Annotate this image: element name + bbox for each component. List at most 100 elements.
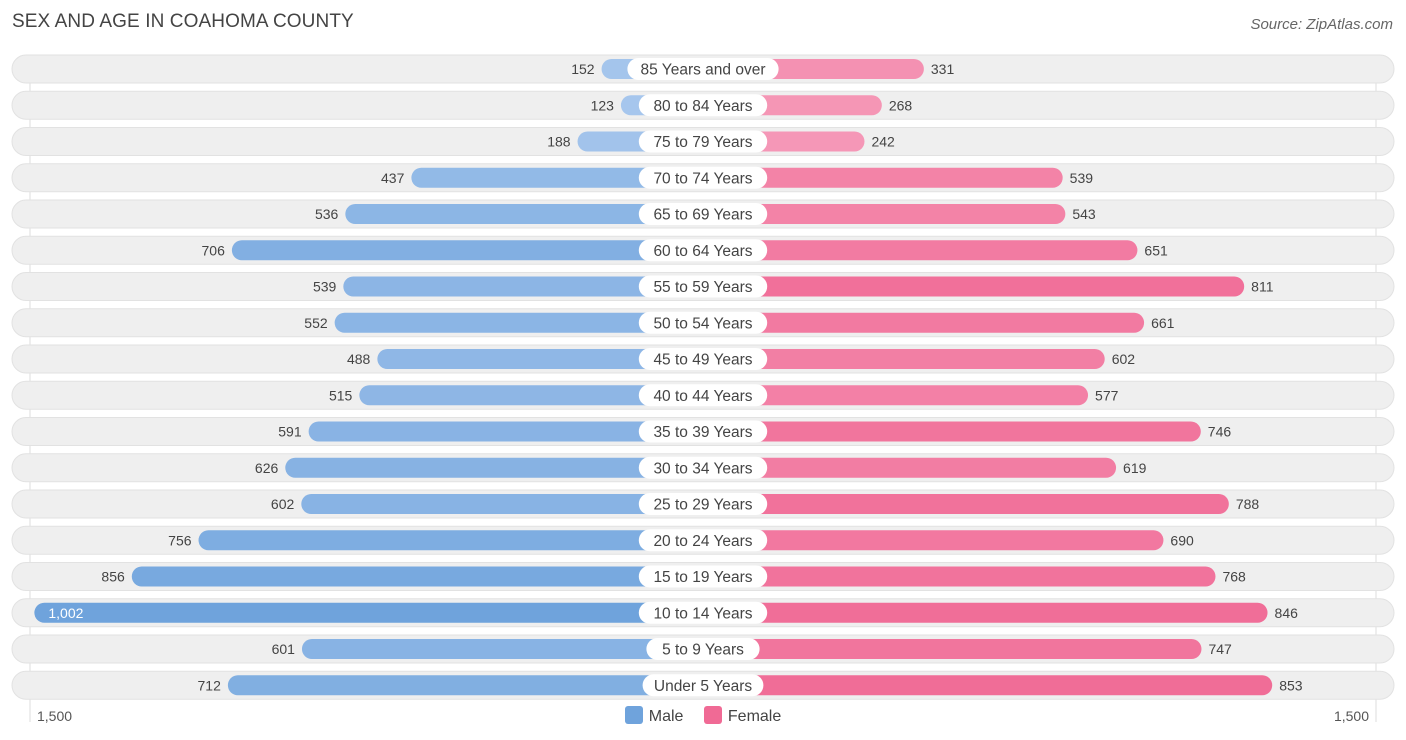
male-value-label: 152 bbox=[571, 61, 595, 77]
female-value-label: 690 bbox=[1170, 532, 1194, 548]
female-bar bbox=[703, 457, 1117, 478]
female-bar bbox=[703, 204, 1066, 224]
category-pill bbox=[627, 58, 779, 80]
female-bar bbox=[703, 385, 1089, 406]
female-bar bbox=[703, 312, 1145, 333]
male-bar bbox=[411, 167, 703, 188]
chart-title: SEX AND AGE IN COAHOMA COUNTY bbox=[12, 11, 354, 32]
category-label: 25 to 29 Years bbox=[653, 497, 752, 514]
female-bar bbox=[703, 639, 1202, 659]
male-value-label: 515 bbox=[329, 387, 353, 403]
female-value-label: 788 bbox=[1236, 496, 1260, 512]
male-value-label: 488 bbox=[347, 351, 371, 367]
category-label: 5 to 9 Years bbox=[662, 642, 744, 659]
category-label: 10 to 14 Years bbox=[653, 605, 752, 622]
male-value-label: 552 bbox=[304, 315, 328, 331]
legend: Male Female bbox=[0, 706, 1406, 726]
male-bar bbox=[198, 530, 704, 551]
category-label: 80 to 84 Years bbox=[653, 98, 752, 115]
male-value-label: 601 bbox=[272, 641, 296, 657]
female-value-label: 811 bbox=[1251, 279, 1274, 295]
female-value-label: 853 bbox=[1279, 677, 1303, 693]
category-pill bbox=[638, 348, 768, 370]
category-label: 85 Years and over bbox=[641, 62, 766, 79]
female-value-label: 747 bbox=[1208, 641, 1232, 657]
category-pill bbox=[642, 674, 764, 697]
category-label: Under 5 Years bbox=[654, 678, 752, 695]
male-value-label: 437 bbox=[381, 170, 405, 186]
male-bar bbox=[377, 349, 703, 369]
male-value-label: 123 bbox=[591, 97, 615, 113]
category-pill bbox=[638, 420, 768, 443]
female-bar bbox=[703, 602, 1268, 623]
category-label: 50 to 54 Years bbox=[653, 315, 752, 332]
female-bar bbox=[703, 240, 1138, 261]
category-label: 55 to 59 Years bbox=[653, 279, 752, 296]
male-bar bbox=[301, 639, 703, 659]
female-value-label: 577 bbox=[1095, 387, 1119, 403]
female-value-label: 242 bbox=[871, 134, 895, 150]
category-pill bbox=[638, 239, 768, 262]
female-value-label: 846 bbox=[1275, 605, 1299, 621]
male-bar bbox=[34, 602, 703, 623]
category-pill bbox=[638, 493, 768, 515]
category-pill bbox=[638, 275, 768, 298]
category-pill bbox=[638, 94, 768, 117]
axis-left-label: 1,500 bbox=[37, 708, 73, 724]
category-label: 75 to 79 Years bbox=[653, 134, 752, 151]
category-label: 45 to 49 Years bbox=[653, 352, 752, 369]
male-bar bbox=[359, 385, 703, 406]
male-value-label: 712 bbox=[198, 677, 222, 693]
category-label: 20 to 24 Years bbox=[653, 533, 752, 550]
category-pill bbox=[646, 638, 760, 660]
legend-male-label: Male bbox=[648, 708, 684, 725]
legend-female[interactable]: Female bbox=[703, 706, 782, 726]
male-value-label: 536 bbox=[315, 206, 339, 222]
male-value-label: 856 bbox=[101, 569, 125, 585]
category-pill bbox=[638, 565, 768, 588]
category-pill bbox=[638, 130, 768, 153]
female-value-label: 268 bbox=[889, 97, 913, 113]
source-label: Source: ZipAtlas.com bbox=[1250, 16, 1393, 33]
male-value-label: 539 bbox=[313, 279, 337, 295]
male-bar bbox=[301, 494, 703, 514]
female-bar bbox=[703, 566, 1216, 587]
category-label: 70 to 74 Years bbox=[653, 170, 752, 187]
male-value-label: 756 bbox=[168, 532, 192, 548]
category-label: 30 to 34 Years bbox=[653, 460, 752, 477]
female-bar bbox=[703, 494, 1229, 514]
male-bar bbox=[334, 312, 703, 333]
female-bar bbox=[703, 167, 1063, 188]
female-value-label: 661 bbox=[1151, 315, 1175, 331]
legend-male-swatch bbox=[624, 706, 643, 724]
male-bar bbox=[343, 276, 703, 297]
category-label: 35 to 39 Years bbox=[653, 424, 752, 441]
category-pill bbox=[638, 384, 768, 407]
category-label: 65 to 69 Years bbox=[653, 207, 752, 224]
male-bar bbox=[231, 240, 703, 261]
category-pill bbox=[638, 203, 768, 225]
female-value-label: 331 bbox=[931, 61, 955, 77]
female-value-label: 539 bbox=[1070, 170, 1094, 186]
male-bar bbox=[227, 675, 704, 696]
legend-male[interactable]: Male bbox=[624, 706, 684, 726]
category-pill bbox=[638, 311, 768, 334]
female-bar bbox=[703, 421, 1201, 442]
male-value-label: 706 bbox=[202, 242, 226, 258]
category-pill bbox=[638, 529, 768, 552]
legend-female-swatch bbox=[703, 706, 722, 724]
male-bar bbox=[345, 204, 703, 224]
female-value-label: 619 bbox=[1123, 460, 1147, 476]
category-pill bbox=[638, 166, 768, 189]
female-value-label: 602 bbox=[1112, 351, 1136, 367]
female-value-label: 746 bbox=[1208, 424, 1232, 440]
legend-female-label: Female bbox=[727, 708, 782, 725]
female-value-label: 543 bbox=[1072, 206, 1096, 222]
male-bar bbox=[308, 421, 703, 442]
category-label: 15 to 19 Years bbox=[653, 569, 752, 586]
category-pill bbox=[638, 601, 768, 624]
category-pill bbox=[638, 456, 768, 479]
category-label: 40 to 44 Years bbox=[653, 388, 752, 405]
female-bar bbox=[703, 276, 1245, 297]
